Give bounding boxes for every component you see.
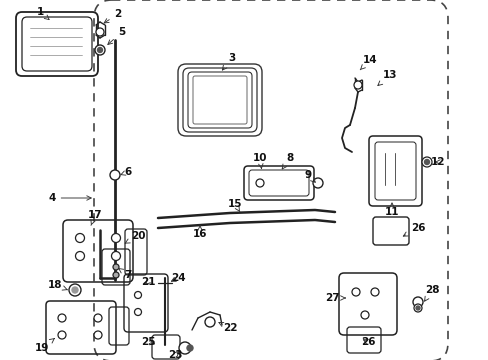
Text: 13: 13 — [377, 70, 396, 86]
Circle shape — [204, 317, 215, 327]
Text: 25: 25 — [141, 337, 155, 347]
Circle shape — [360, 311, 368, 319]
Text: 20: 20 — [125, 231, 145, 243]
Text: 6: 6 — [121, 167, 131, 177]
Circle shape — [256, 179, 264, 187]
Circle shape — [96, 28, 104, 36]
Text: 5: 5 — [108, 27, 125, 45]
Text: 1: 1 — [36, 7, 49, 19]
Text: 19: 19 — [35, 338, 54, 353]
Circle shape — [69, 284, 81, 296]
Circle shape — [58, 314, 66, 322]
Text: 4: 4 — [48, 193, 91, 203]
Text: 26: 26 — [403, 223, 425, 236]
Text: 28: 28 — [424, 285, 438, 301]
Circle shape — [134, 292, 141, 298]
Text: 23: 23 — [167, 350, 182, 360]
Circle shape — [312, 178, 323, 188]
Text: 3: 3 — [222, 53, 235, 70]
Circle shape — [95, 45, 105, 55]
Circle shape — [97, 48, 102, 53]
Text: 18: 18 — [48, 280, 67, 290]
Circle shape — [424, 159, 428, 165]
Circle shape — [58, 331, 66, 339]
Circle shape — [370, 288, 378, 296]
Text: 7: 7 — [119, 269, 131, 280]
Circle shape — [75, 252, 84, 261]
Text: 11: 11 — [384, 203, 398, 217]
Circle shape — [94, 314, 102, 322]
Circle shape — [134, 309, 141, 315]
Circle shape — [412, 297, 422, 307]
Text: 10: 10 — [252, 153, 267, 168]
Text: 22: 22 — [219, 323, 237, 333]
Circle shape — [75, 234, 84, 243]
Text: 16: 16 — [192, 226, 207, 239]
Text: 27: 27 — [324, 293, 345, 303]
Circle shape — [72, 287, 78, 293]
Circle shape — [113, 264, 119, 270]
Text: 2: 2 — [104, 9, 122, 23]
Text: 12: 12 — [430, 157, 445, 167]
Circle shape — [421, 157, 431, 167]
Circle shape — [353, 81, 361, 89]
Text: 14: 14 — [360, 55, 377, 70]
Circle shape — [113, 272, 119, 278]
Text: 26: 26 — [360, 337, 374, 347]
Text: 17: 17 — [87, 210, 102, 225]
Circle shape — [110, 170, 120, 180]
Text: 9: 9 — [304, 170, 315, 182]
Circle shape — [111, 234, 120, 243]
Circle shape — [186, 345, 193, 351]
Text: 21: 21 — [141, 277, 155, 287]
Circle shape — [111, 252, 120, 261]
Circle shape — [179, 342, 191, 354]
Circle shape — [351, 288, 359, 296]
Text: 15: 15 — [227, 199, 242, 212]
Circle shape — [413, 304, 421, 312]
Circle shape — [415, 306, 419, 310]
Text: 8: 8 — [282, 153, 293, 169]
Circle shape — [94, 331, 102, 339]
Text: 24: 24 — [170, 273, 185, 283]
